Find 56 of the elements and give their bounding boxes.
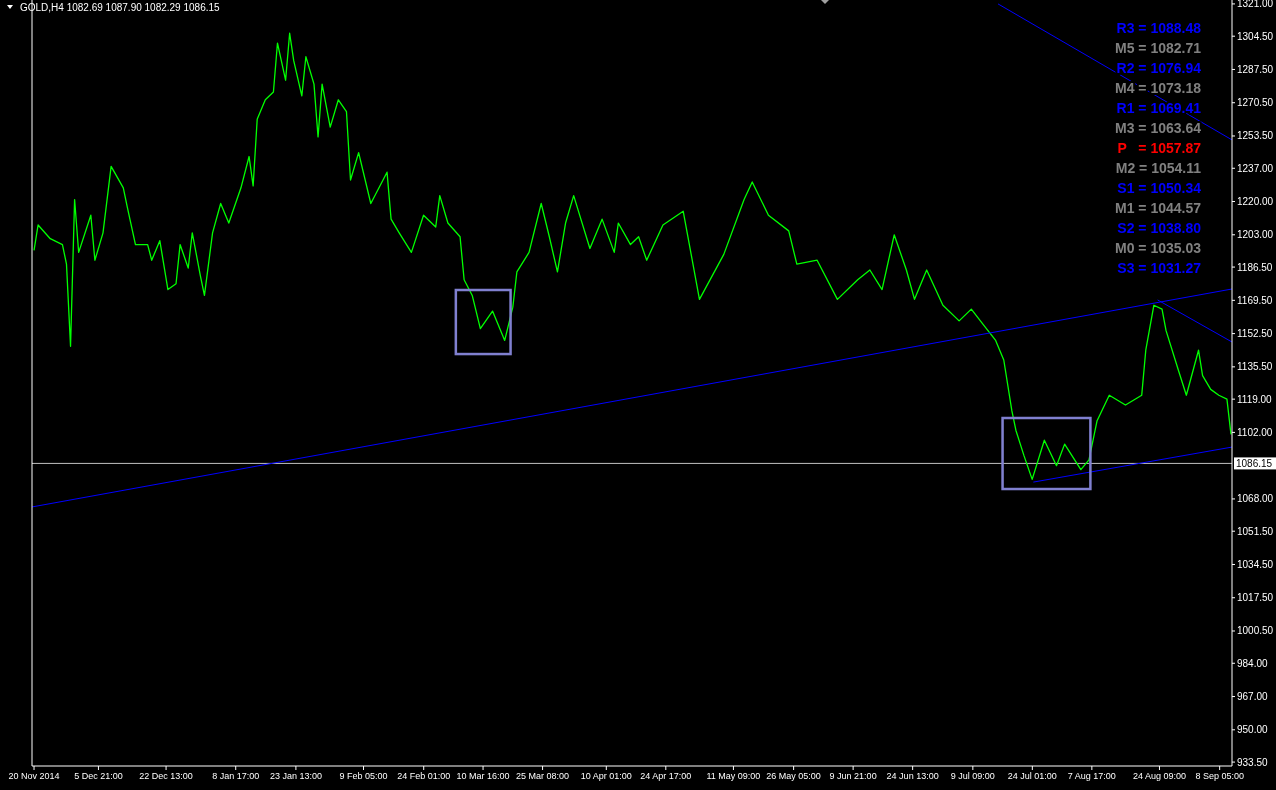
- y-tick-label: 1270.50: [1237, 97, 1274, 109]
- x-tick-label: 26 May 05:00: [766, 771, 821, 781]
- y-tick-label: 1237.00: [1237, 162, 1274, 174]
- annotation: M1 = 1044.57: [1114, 200, 1202, 216]
- y-tick-label: 1203.00: [1237, 229, 1274, 241]
- x-tick-label: 23 Jan 13:00: [269, 771, 322, 781]
- y-tick-label: 1169.50: [1237, 294, 1273, 306]
- x-tick-label: 25 Mar 08:00: [516, 771, 570, 781]
- x-tick-label: 10 Mar 16:00: [456, 771, 510, 781]
- x-tick-label: 20 Nov 2014: [8, 771, 60, 781]
- y-tick-label: 984.00: [1237, 657, 1269, 669]
- y-tick-label: 1186.50: [1237, 261, 1273, 273]
- x-tick-label: 5 Dec 21:00: [74, 771, 123, 781]
- y-tick-label: 967.00: [1237, 691, 1269, 703]
- y-tick-label: 1034.50: [1237, 558, 1274, 570]
- y-tick-label: 1119.00: [1237, 393, 1273, 405]
- y-tick-label: 1102.00: [1237, 426, 1273, 438]
- y-tick-label: 1068.00: [1237, 493, 1274, 505]
- x-tick-label: 11 May 09:00: [706, 771, 761, 781]
- x-tick-label: 24 Jul 01:00: [1007, 771, 1057, 781]
- y-tick-label: 1017.50: [1237, 592, 1274, 604]
- annotation: S3 = 1031.27: [1117, 260, 1202, 276]
- y-tick-label: 950.00: [1237, 724, 1269, 736]
- chart-title: GOLD,H4 1082.69 1087.90 1082.29 1086.15: [20, 2, 221, 13]
- x-tick-label: 10 Apr 01:00: [580, 771, 632, 781]
- y-tick-label: 1220.00: [1237, 196, 1274, 208]
- x-tick-label: 24 Jun 13:00: [886, 771, 939, 781]
- x-tick-label: 8 Jan 17:00: [212, 771, 260, 781]
- y-tick-label: 1000.50: [1237, 625, 1274, 637]
- y-tick-label: 1287.50: [1237, 63, 1274, 75]
- y-tick-label: 1321.00: [1237, 0, 1274, 10]
- annotation: R2 = 1076.94: [1116, 60, 1202, 76]
- ref-line-label: 1086.15: [1236, 458, 1273, 470]
- x-tick-label: 7 Aug 17:00: [1067, 771, 1116, 781]
- y-tick-label: 1253.50: [1237, 130, 1274, 142]
- annotation: S1 = 1050.34: [1117, 180, 1202, 196]
- annotation: M0 = 1035.03: [1114, 240, 1202, 256]
- y-tick-label: 1304.50: [1237, 30, 1274, 42]
- y-tick-label: 1152.50: [1237, 328, 1273, 340]
- annotation: M2 = 1054.11: [1115, 160, 1202, 176]
- annotation: M5 = 1082.71: [1114, 40, 1202, 56]
- annotation: R3 = 1088.48: [1116, 20, 1202, 36]
- y-tick-label: 1051.50: [1237, 525, 1274, 537]
- y-tick-label: 933.50: [1237, 756, 1269, 768]
- x-tick-label: 8 Sep 05:00: [1195, 771, 1244, 781]
- x-tick-label: 24 Apr 17:00: [640, 771, 692, 781]
- y-tick-label: 1135.50: [1237, 361, 1273, 373]
- annotation: M3 = 1063.64: [1114, 120, 1202, 136]
- annotation: P = 1057.87: [1117, 140, 1202, 156]
- x-tick-label: 9 Jul 09:00: [950, 771, 995, 781]
- x-tick-label: 24 Aug 09:00: [1132, 771, 1186, 781]
- annotation: S2 = 1038.80: [1117, 220, 1202, 236]
- x-tick-label: 9 Feb 05:00: [339, 771, 388, 781]
- x-tick-label: 22 Dec 13:00: [139, 771, 193, 781]
- x-tick-label: 24 Feb 01:00: [397, 771, 451, 781]
- x-tick-label: 9 Jun 21:00: [829, 771, 877, 781]
